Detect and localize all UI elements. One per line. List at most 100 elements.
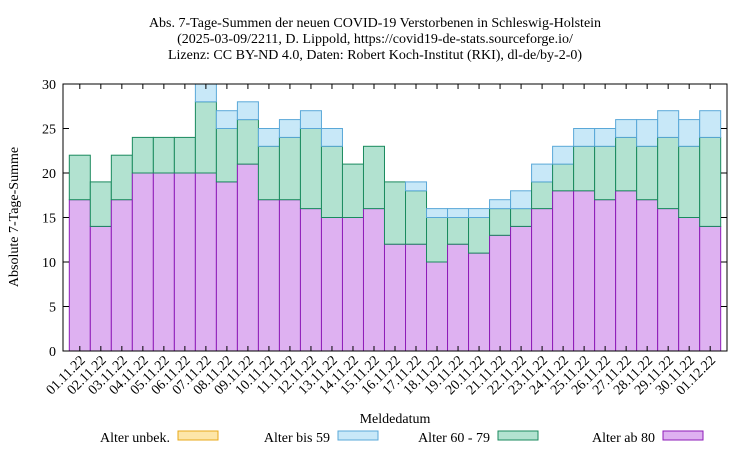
bar-alter-60-79-01.12.22 [699,136,722,227]
bar-alter-ab-80-16.11.22 [383,243,406,351]
bar-alter-ab-80-11.11.22 [278,199,301,351]
y-tick-label-15: 15 [42,212,56,227]
bar-alter-60-79-07.11.22 [194,101,217,174]
bar-alter-bis-59-17.11.22 [405,181,428,192]
bar-alter-bis-59-01.12.22 [699,110,722,138]
bar-alter-60-79-09.11.22 [236,119,259,165]
bar-alter-bis-59-20.11.22 [468,208,491,219]
bar-alter-bis-59-12.11.22 [299,110,322,129]
x-axis-label: Meldedatum [360,412,431,427]
bar-alter-bis-59-11.11.22 [278,119,301,138]
bar-alter-60-79-20.11.22 [468,217,491,254]
y-tick-label-5: 5 [49,301,56,316]
bar-alter-ab-80-07.11.22 [194,172,217,351]
bar-alter-ab-80-01.11.22 [68,199,91,351]
legend-swatch-alter-unbek- [177,430,219,441]
bar-alter-60-79-28.11.22 [636,145,659,201]
bar-alter-60-79-12.11.22 [299,128,322,210]
bar-alter-ab-80-17.11.22 [405,243,428,351]
bar-alter-ab-80-19.11.22 [447,243,470,351]
bar-alter-60-79-17.11.22 [405,190,428,245]
bar-alter-bis-59-25.11.22 [573,128,596,147]
bar-alter-ab-80-22.11.22 [510,225,533,351]
bar-alter-60-79-19.11.22 [447,217,470,245]
legend-swatch-alter-60-79 [497,430,539,441]
bar-alter-ab-80-04.11.22 [131,172,154,351]
bar-alter-ab-80-28.11.22 [636,199,659,351]
bar-alter-ab-80-01.12.22 [699,225,722,351]
bar-alter-ab-80-20.11.22 [468,252,491,351]
bar-alter-ab-80-30.11.22 [678,217,701,351]
bar-alter-bis-59-19.11.22 [447,208,470,219]
legend-label-alter-unbek-: Alter unbek. [100,431,170,446]
bar-alter-bis-59-09.11.22 [236,101,259,121]
bar-alter-bis-59-13.11.22 [320,128,343,147]
bar-alter-bis-59-10.11.22 [257,128,280,147]
bar-alter-ab-80-06.11.22 [173,172,196,351]
bar-alter-bis-59-24.11.22 [552,145,575,165]
legend-swatch-alter-bis-59 [337,430,379,441]
bar-alter-60-79-06.11.22 [173,136,196,174]
bar-alter-60-79-11.11.22 [278,136,301,201]
bar-alter-60-79-02.11.22 [89,181,112,227]
bar-alter-ab-80-08.11.22 [215,181,238,351]
bar-alter-bis-59-27.11.22 [615,119,638,138]
bar-alter-60-79-21.11.22 [489,208,512,236]
y-axis: 0 5 10 15 20 25 30 [42,78,727,360]
y-tick-label-30: 30 [42,78,56,93]
bar-alter-60-79-29.11.22 [657,136,680,210]
bar-alter-ab-80-24.11.22 [552,190,575,351]
bar-alter-60-79-14.11.22 [341,163,364,219]
bar-alter-ab-80-09.11.22 [236,163,259,351]
bar-alter-60-79-24.11.22 [552,163,575,192]
y-tick-label-10: 10 [42,256,56,271]
bar-alter-60-79-04.11.22 [131,136,154,174]
chart-title-line-3: Lizenz: CC BY-ND 4.0, Daten: Robert Koch… [167,48,583,63]
bar-alter-ab-80-18.11.22 [426,261,449,351]
bar-alter-60-79-22.11.22 [510,208,533,227]
legend: Alter unbek. Alter bis 59 Alter 60 - 79 Alt… [100,430,704,446]
bar-alter-ab-80-23.11.22 [531,208,554,351]
bar-alter-ab-80-27.11.22 [615,190,638,351]
legend-label-alter-ab-80: Alter ab 80 [592,431,655,446]
bar-alter-60-79-23.11.22 [531,181,554,210]
bar-alter-bis-59-21.11.22 [489,199,512,210]
bar-alter-ab-80-15.11.22 [362,208,385,351]
y-tick-label-0: 0 [49,345,56,360]
bar-alter-60-79-03.11.22 [110,154,133,201]
bar-alter-60-79-13.11.22 [320,145,343,218]
bars-layer [68,84,722,351]
bar-alter-bis-59-07.11.22 [194,84,217,103]
bar-alter-bis-59-22.11.22 [510,190,533,210]
bar-alter-bis-59-08.11.22 [215,110,238,129]
bar-alter-60-79-01.11.22 [68,154,91,201]
bar-alter-ab-80-13.11.22 [320,217,343,351]
legend-swatch-alter-ab-80 [662,430,704,441]
chart-title-line-1: Abs. 7-Tage-Summen der neuen COVID-19 Ve… [148,16,602,31]
bar-alter-ab-80-05.11.22 [152,172,175,351]
bar-alter-bis-59-28.11.22 [636,119,659,147]
bar-alter-ab-80-21.11.22 [489,234,512,351]
bar-alter-60-79-26.11.22 [594,145,617,201]
bar-alter-bis-59-26.11.22 [594,128,617,147]
bar-alter-60-79-08.11.22 [215,128,238,183]
bar-alter-60-79-25.11.22 [573,145,596,192]
legend-label-alter-bis-59: Alter bis 59 [264,431,330,446]
bar-alter-ab-80-12.11.22 [299,208,322,351]
chart-title-line-2: (2025-03-09/2211, D. Lippold, https://co… [177,32,573,47]
bar-alter-bis-59-29.11.22 [657,110,680,138]
bar-alter-bis-59-23.11.22 [531,163,554,183]
bar-alter-60-79-15.11.22 [362,145,385,210]
bar-alter-bis-59-18.11.22 [426,208,449,219]
y-tick-label-25: 25 [42,123,56,138]
y-axis-label: Absolute 7-Tage-Summe [7,147,22,287]
bar-alter-ab-80-25.11.22 [573,190,596,351]
bar-alter-60-79-18.11.22 [426,217,449,263]
bar-alter-60-79-27.11.22 [615,136,638,192]
bar-alter-60-79-10.11.22 [257,145,280,201]
bar-alter-ab-80-10.11.22 [257,199,280,351]
bar-alter-60-79-16.11.22 [383,181,406,245]
y-tick-label-20: 20 [42,167,56,182]
legend-label-alter-60-79: Alter 60 - 79 [418,431,490,446]
